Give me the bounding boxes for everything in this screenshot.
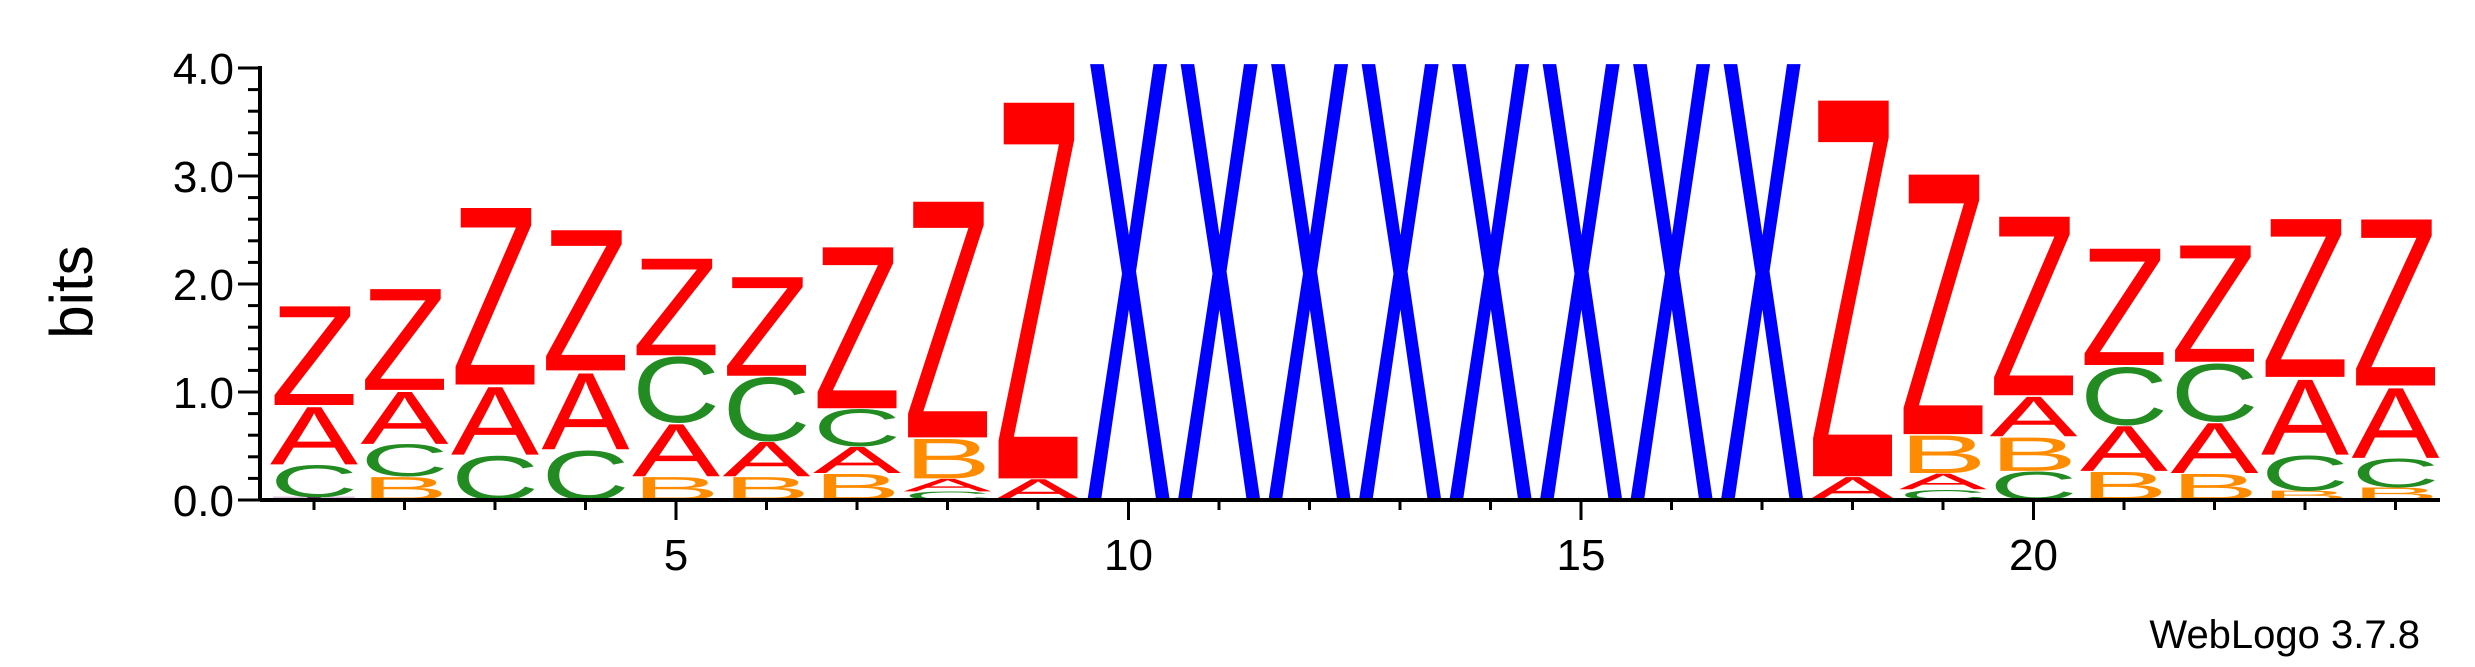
- x-tick-label: 5: [664, 531, 688, 580]
- y-axis: 0.0 1.0 2.0 3.0 4.0: [173, 45, 260, 526]
- logo-glyph-x: X: [1447, 0, 1535, 634]
- logo-glyph-z: Z: [723, 247, 811, 407]
- weblogo-credit: WebLogo 3.7.8: [2149, 613, 2420, 657]
- logo-glyph-z: Z: [2352, 168, 2440, 438]
- y-tick-label: 1.0: [173, 369, 234, 418]
- x-tick-label: 15: [1557, 531, 1606, 580]
- logo-glyph-z: Z: [542, 187, 630, 414]
- logo-glyph-z: Z: [361, 258, 449, 421]
- y-axis-label: bits: [38, 245, 105, 338]
- y-tick-label: 3.0: [173, 153, 234, 202]
- logo-glyph-x: X: [1175, 0, 1263, 634]
- logo-glyph-x: X: [1628, 0, 1716, 634]
- y-tick-label: 4.0: [173, 45, 234, 94]
- logo-glyph-z: Z: [2080, 213, 2168, 401]
- logo-glyph-x: X: [1356, 0, 1444, 634]
- logo-glyph-z: Z: [270, 276, 358, 436]
- y-tick-label: 2.0: [173, 261, 234, 310]
- logo-glyph-z: Z: [1899, 95, 1987, 515]
- logo-glyph-z: Z: [632, 229, 720, 386]
- logo-glyph-z: Z: [451, 154, 539, 440]
- logo-glyph-z: Z: [2171, 210, 2259, 398]
- logo-glyph-x: X: [1718, 0, 1806, 634]
- logo-glyph-x: X: [1266, 0, 1354, 634]
- y-tick-label: 0.0: [173, 477, 234, 526]
- x-tick-label: 20: [2009, 531, 2058, 580]
- logo-glyph-z: Z: [904, 127, 992, 510]
- logo-glyph-z: Z: [813, 197, 901, 458]
- logo-glyph-z: Z: [1990, 162, 2078, 451]
- logo-glyph-z: Z: [2261, 170, 2349, 426]
- logo-stacks: TCAZBCAZCAZCAZBACZBACZBACZCABZAZXXXXXXXX…: [270, 0, 2440, 634]
- x-tick-label: 10: [1104, 531, 1153, 580]
